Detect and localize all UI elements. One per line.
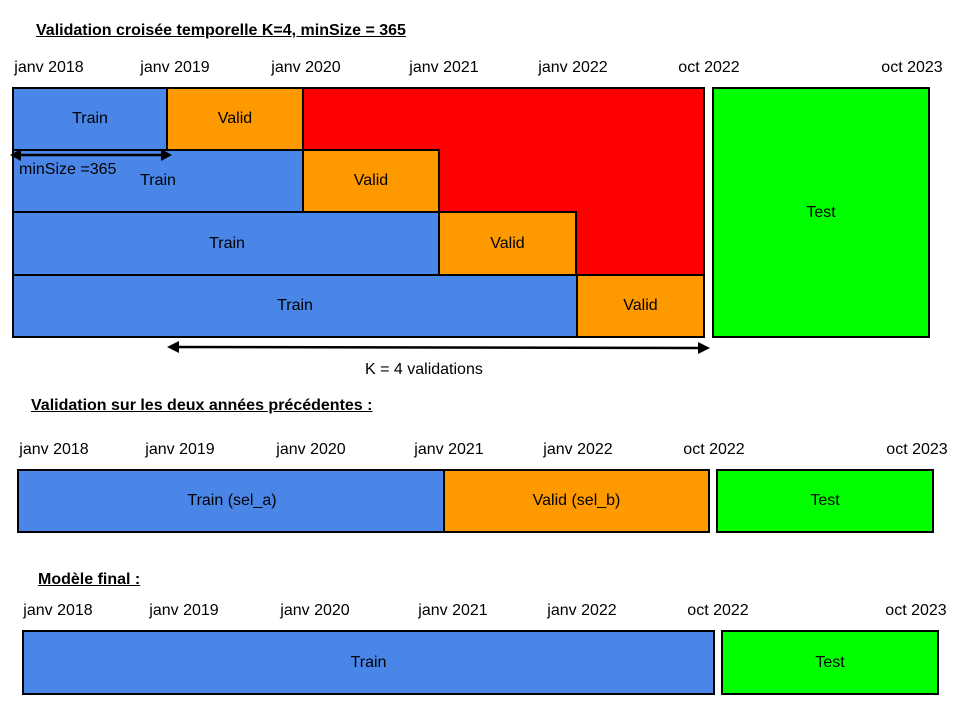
section1-test: Test: [712, 87, 930, 338]
fold1-valid: Valid: [166, 87, 304, 151]
section3-test: Test: [721, 630, 939, 695]
section2-date-2022: janv 2022: [543, 441, 613, 458]
section1-date-oct2023: oct 2023: [881, 59, 943, 76]
section3-date-2022: janv 2022: [547, 602, 617, 619]
minsize-arrow: [10, 149, 172, 161]
section3-date-2019: janv 2019: [149, 602, 219, 619]
section1-date-2022: janv 2022: [538, 59, 608, 76]
section3-date-2021: janv 2021: [418, 602, 488, 619]
fold2-valid: Valid: [302, 149, 440, 213]
section2-date-2018: janv 2018: [19, 441, 89, 458]
fold1-valid-label: Valid: [217, 110, 253, 127]
section1-title: Validation croisée temporelle K=4, minSi…: [36, 22, 406, 39]
fold3-train-label: Train: [209, 234, 245, 252]
section2-date-2020: janv 2020: [276, 441, 346, 458]
section1-date-2021: janv 2021: [409, 59, 479, 76]
section1-date-oct2022: oct 2022: [678, 59, 740, 76]
section1-date-2018: janv 2018: [14, 59, 84, 76]
section3-test-label: Test: [815, 653, 845, 671]
minsize-label: minSize =365: [19, 161, 117, 178]
section3-train-label: Train: [350, 653, 387, 671]
section2-date-2021: janv 2021: [414, 441, 484, 458]
fold3-valid: Valid: [438, 211, 577, 276]
section1-date-2019: janv 2019: [140, 59, 210, 76]
fold3-train: Train: [12, 211, 442, 276]
fold1-train-label: Train: [72, 110, 108, 127]
section2-train: Train (sel_a): [17, 469, 447, 533]
section2-date-oct2023: oct 2023: [886, 441, 948, 458]
section2-valid: Valid (sel_b): [443, 469, 710, 533]
section3-date-2018: janv 2018: [23, 602, 93, 619]
section1-date-2020: janv 2020: [271, 59, 341, 76]
section3-date-2020: janv 2020: [280, 602, 350, 619]
k-validations-arrow: [167, 341, 710, 354]
k-validations-label: K = 4 validations: [365, 361, 483, 378]
section2-train-label: Train (sel_a): [187, 492, 277, 509]
fold4-valid-label: Valid: [623, 297, 658, 314]
fold2-train-label: Train: [140, 172, 176, 189]
fold2-valid-label: Valid: [353, 172, 389, 189]
section2-date-2019: janv 2019: [145, 441, 215, 458]
section3-date-oct2023: oct 2023: [885, 602, 947, 619]
section2-test-label: Test: [810, 492, 840, 509]
fold3-valid-label: Valid: [490, 234, 525, 252]
fold4-train-label: Train: [277, 297, 313, 314]
section2-valid-label: Valid (sel_b): [532, 492, 621, 509]
section3-title: Modèle final :: [38, 571, 141, 588]
section2-title: Validation sur les deux années précédent…: [31, 397, 373, 414]
fold4-train: Train: [12, 274, 578, 338]
section2-test: Test: [716, 469, 934, 533]
fold4-valid: Valid: [576, 274, 705, 338]
section2-date-oct2022: oct 2022: [683, 441, 745, 458]
section3-date-oct2022: oct 2022: [687, 602, 749, 619]
section3-train: Train: [22, 630, 715, 695]
section1-test-label: Test: [806, 203, 836, 221]
